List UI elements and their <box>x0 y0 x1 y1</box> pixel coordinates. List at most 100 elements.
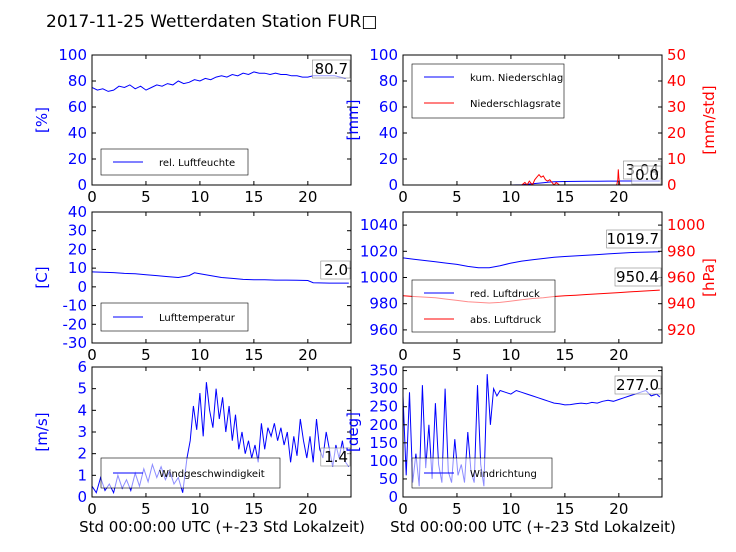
x-tick-label: 5 <box>452 500 462 518</box>
x-tick-label: 15 <box>555 500 574 518</box>
x-axis-label-left: Std 00:00:00 UTC (+-23 Std Lokalzeit) <box>79 518 365 536</box>
panel-precipitation: 0 5 10 15 20 0 20 40 60 80 100 [mm] 0 10 20 30 40 50 [mm/s… <box>344 46 718 206</box>
x-tick-label: 10 <box>190 346 209 364</box>
y-tick-label: 80 <box>68 72 87 90</box>
y-tick-label: 60 <box>379 98 398 116</box>
y-tick-label: -10 <box>63 297 88 315</box>
y-tick-label: 80 <box>379 72 398 90</box>
y-tick-label: -20 <box>63 315 88 333</box>
panel-windspeed: 0 5 10 15 200123456[m/s]1.4Windgeschwindigke… <box>33 358 352 518</box>
y-tick-label: 0 <box>388 488 398 506</box>
y-tick-label: 1000 <box>360 269 398 287</box>
y2-tick-label: 1000 <box>667 216 705 234</box>
axes-frame <box>402 366 663 498</box>
y-tick-label: 100 <box>369 46 398 64</box>
y-tick-label: 6 <box>77 358 87 376</box>
legend-entry: rel. Luftfeuchte <box>159 158 235 169</box>
x-tick-label: 15 <box>244 346 263 364</box>
y-tick-label: 30 <box>68 222 87 240</box>
y-tick-label: 20 <box>68 240 87 258</box>
x-tick-label: 15 <box>555 188 574 206</box>
axes-frame <box>402 54 663 186</box>
x-tick-label: 20 <box>609 188 628 206</box>
y-tick-label: 350 <box>369 362 398 380</box>
last-value-2: 950.4 <box>616 268 659 286</box>
x-tick-label: 10 <box>190 188 209 206</box>
series-line-precipitation-1 <box>403 169 660 185</box>
legend-entry: Windgeschwindigkeit <box>159 469 265 480</box>
x-tick-label: 10 <box>501 500 520 518</box>
y-axis-label: [C] <box>33 266 51 288</box>
y-tick-label: 1 <box>77 466 87 484</box>
y-tick-label: -30 <box>63 334 88 352</box>
y2-tick-label: 50 <box>667 46 686 64</box>
panel-humidity: 0 5 10 15 20 0 20 40 60 80 100 [%] 80.7 rel. Luftfeuc… <box>33 46 352 206</box>
y-tick-label: 40 <box>68 124 87 142</box>
y2-tick-label: 40 <box>667 72 686 90</box>
x-tick-label: 15 <box>244 500 263 518</box>
legend-entry: Lufttemperatur <box>159 313 236 324</box>
last-value-2: 0.0 <box>635 166 659 184</box>
y2-tick-label: 0 <box>667 176 677 194</box>
y-tick-label: 20 <box>379 150 398 168</box>
x-tick-label: 15 <box>555 346 574 364</box>
y-tick-label: 0 <box>77 488 87 506</box>
y2-tick-label: 980 <box>667 242 696 260</box>
figure-title: 2017-11-25 Wetterdaten Station FUR□ <box>46 12 377 32</box>
y-tick-label: 60 <box>68 98 87 116</box>
x-tick-label: 0 <box>87 188 97 206</box>
x-tick-label: 15 <box>244 188 263 206</box>
panel-winddirection: 0 5 10 15 20050100150200250300350[deg]277.0W… <box>344 362 663 518</box>
y-tick-label: 960 <box>369 321 398 339</box>
x-tick-label: 10 <box>190 500 209 518</box>
legend-entry: abs. Luftdruck <box>470 315 541 326</box>
last-value-2-box <box>614 267 662 287</box>
last-value-box <box>320 260 351 280</box>
x-tick-label: 20 <box>298 500 317 518</box>
y-tick-label: 0 <box>77 176 87 194</box>
y-axis-label: [%] <box>33 107 51 133</box>
last-value-box <box>606 229 662 249</box>
y-tick-label: 200 <box>369 416 398 434</box>
y-tick-label: 3 <box>77 423 87 441</box>
y-tick-label: 50 <box>379 470 398 488</box>
legend-entry: kum. Niederschlag <box>470 73 563 84</box>
y-tick-label: 1040 <box>360 216 398 234</box>
axes-frame <box>91 54 352 186</box>
y2-axis-label: [hPa] <box>700 258 718 297</box>
last-value: 80.7 <box>315 60 348 78</box>
y-tick-label: 5 <box>77 380 87 398</box>
legend-entry: red. Luftdruck <box>470 289 540 300</box>
y-tick-label: 10 <box>68 259 87 277</box>
x-tick-label: 10 <box>501 188 520 206</box>
last-value-box <box>312 59 351 79</box>
y-tick-label: 300 <box>369 380 398 398</box>
y-tick-label: 0 <box>388 176 398 194</box>
legend-box <box>100 457 281 489</box>
last-value-box <box>614 375 662 395</box>
y-tick-label: 100 <box>58 46 87 64</box>
x-tick-label: 20 <box>609 346 628 364</box>
x-tick-label: 5 <box>141 500 151 518</box>
x-tick-label: 5 <box>452 346 462 364</box>
y2-tick-label: 940 <box>667 295 696 313</box>
last-value-2-box <box>631 165 662 185</box>
y-tick-label: 4 <box>77 401 87 419</box>
y-tick-label: 980 <box>369 295 398 313</box>
x-tick-label: 10 <box>501 346 520 364</box>
y-tick-label: 40 <box>379 124 398 142</box>
x-tick-label: 0 <box>398 346 408 364</box>
y2-axis-label: [mm/std] <box>700 85 718 154</box>
legend-entry: Windrichtung <box>470 469 537 480</box>
x-tick-label: 5 <box>452 188 462 206</box>
y-tick-label: 1020 <box>360 242 398 260</box>
y-tick-label: 100 <box>369 452 398 470</box>
legend-entry: Niederschlagsrate <box>470 99 561 110</box>
legend-box <box>411 279 556 333</box>
x-axis-label-right: Std 00:00:00 UTC (+-23 Std Lokalzeit) <box>390 518 676 536</box>
y-tick-label: 2 <box>77 445 87 463</box>
series-line-pressure-0 <box>403 251 660 269</box>
y2-tick-label: 920 <box>667 321 696 339</box>
